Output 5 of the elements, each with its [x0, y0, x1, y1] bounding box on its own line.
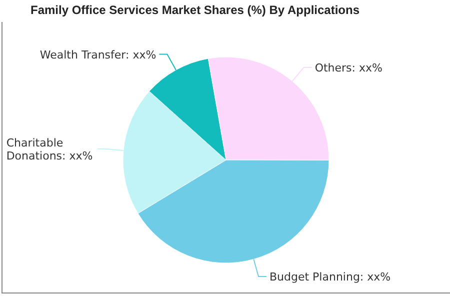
slice-label: Others: xx% [314, 61, 382, 74]
slice-label: Charitable Donations: xx% [6, 136, 93, 162]
chart-title: Family Office Services Market Shares (%) By Applications [30, 3, 360, 17]
slice-label: Wealth Transfer: xx% [40, 48, 156, 62]
slice-label: Budget Planning: xx% [270, 270, 391, 284]
